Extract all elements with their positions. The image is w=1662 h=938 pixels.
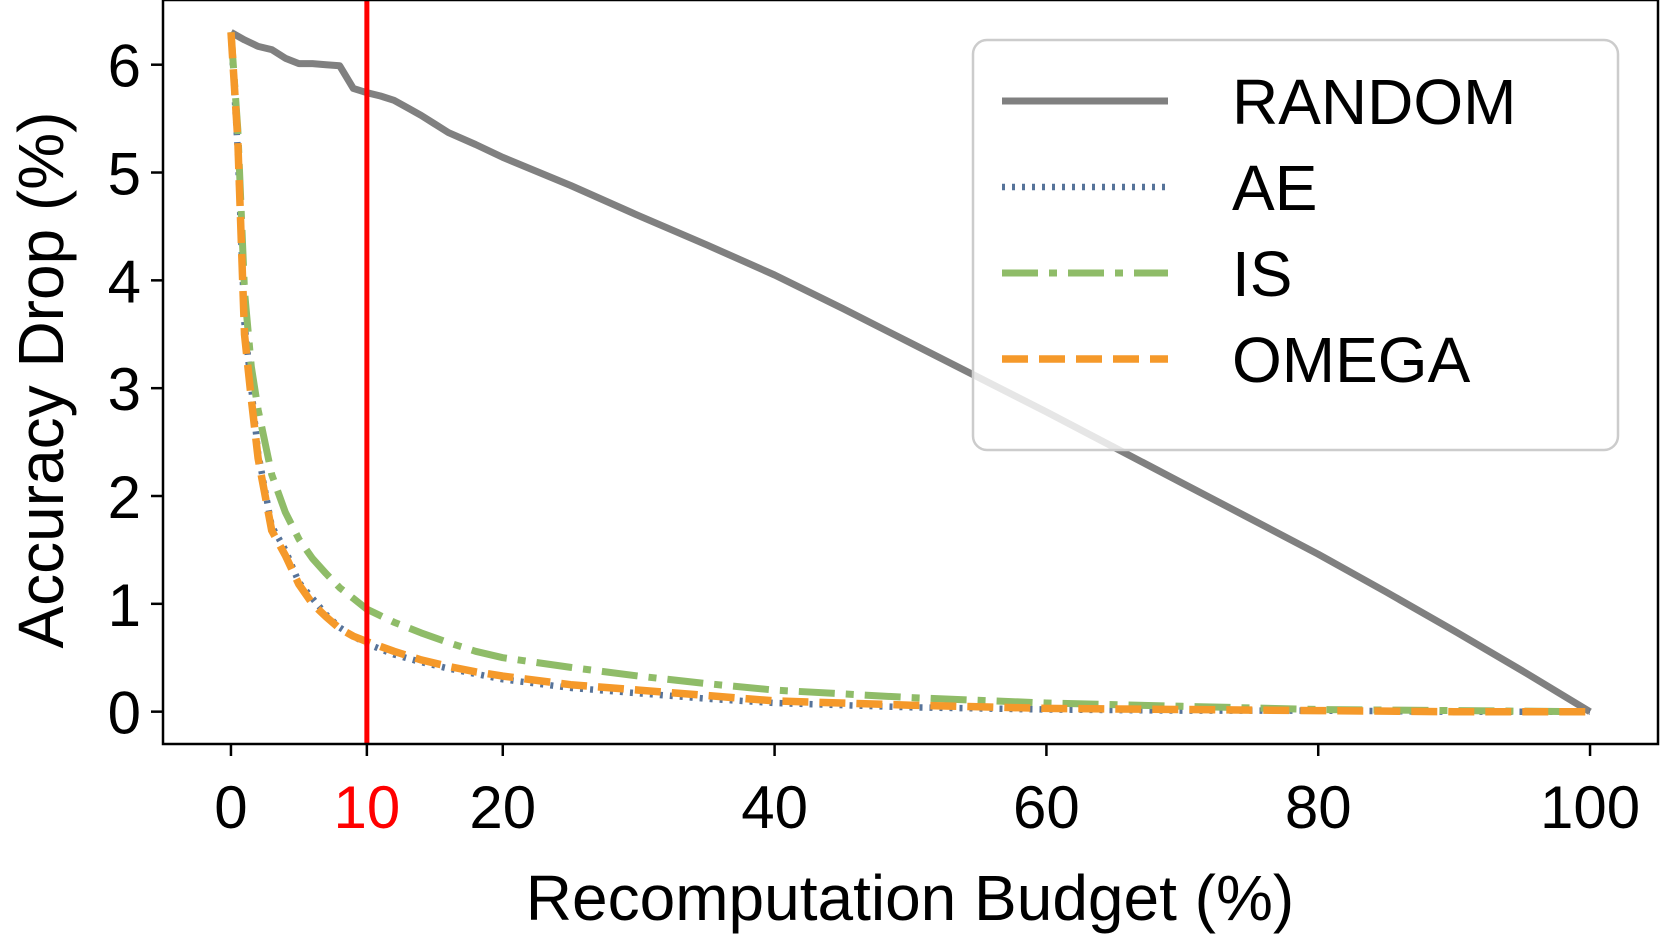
y-tick-label: 0 — [108, 680, 141, 747]
x-axis-title: Recomputation Budget (%) — [526, 862, 1294, 934]
plot-lines — [227, 29, 1592, 716]
series-line-omega — [227, 32, 1590, 716]
x-tick-label: 0 — [214, 774, 247, 841]
legend-label-random: RANDOM — [1232, 66, 1516, 138]
x-axis-ticks: 0 10 20 40 60 80 100 — [214, 744, 1640, 841]
y-tick-label: 5 — [108, 141, 141, 208]
y-axis-ticks: 0 1 2 3 4 5 6 — [108, 33, 163, 747]
x-tick-label: 100 — [1540, 774, 1640, 841]
legend-box — [971, 38, 1620, 452]
y-tick-label: 3 — [108, 356, 141, 423]
series-line-is — [227, 32, 1591, 716]
series-line-random — [229, 29, 1592, 715]
x-tick-label: 40 — [741, 774, 808, 841]
y-tick-label: 2 — [108, 464, 141, 531]
legend-label-omega: OMEGA — [1232, 324, 1471, 396]
y-tick-label: 1 — [108, 572, 141, 639]
x-tick-label: 10 — [333, 774, 400, 841]
y-tick-label: 4 — [108, 248, 141, 315]
y-axis-title: Accuracy Drop (%) — [5, 112, 77, 649]
x-tick-label: 80 — [1285, 774, 1352, 841]
legend-label-ae: AE — [1232, 152, 1317, 224]
axes-frame — [161, 0, 1660, 746]
legend-label-is: IS — [1232, 238, 1292, 310]
legend: RANDOM AE IS OMEGA — [971, 38, 1620, 452]
x-tick-label: 20 — [469, 774, 536, 841]
legend-items: RANDOM AE IS OMEGA — [1002, 66, 1516, 396]
y-tick-label: 6 — [108, 33, 141, 100]
x-tick-label: 60 — [1013, 774, 1080, 841]
